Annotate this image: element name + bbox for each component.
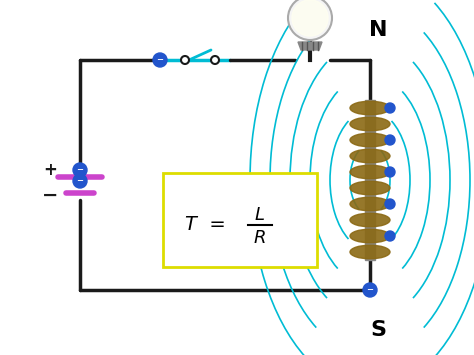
Text: S: S bbox=[370, 320, 386, 340]
Ellipse shape bbox=[350, 101, 390, 115]
Text: L: L bbox=[255, 206, 265, 224]
Circle shape bbox=[385, 231, 395, 241]
Circle shape bbox=[385, 135, 395, 145]
Ellipse shape bbox=[350, 197, 390, 211]
Circle shape bbox=[73, 174, 87, 188]
Text: R: R bbox=[254, 229, 266, 247]
FancyBboxPatch shape bbox=[163, 173, 317, 267]
Circle shape bbox=[385, 167, 395, 177]
Polygon shape bbox=[298, 42, 322, 50]
Text: −: − bbox=[76, 176, 83, 186]
Circle shape bbox=[385, 103, 395, 113]
Ellipse shape bbox=[350, 181, 390, 195]
Circle shape bbox=[385, 199, 395, 209]
Circle shape bbox=[292, 0, 328, 36]
Ellipse shape bbox=[350, 165, 390, 179]
Ellipse shape bbox=[350, 229, 390, 243]
Text: −: − bbox=[76, 165, 83, 175]
Text: N: N bbox=[369, 20, 387, 40]
Text: +: + bbox=[43, 161, 57, 179]
Circle shape bbox=[153, 53, 167, 67]
Ellipse shape bbox=[350, 149, 390, 163]
Circle shape bbox=[363, 283, 377, 297]
Text: T  =: T = bbox=[185, 215, 226, 235]
Circle shape bbox=[181, 56, 189, 64]
Text: −: − bbox=[366, 285, 374, 295]
Ellipse shape bbox=[350, 117, 390, 131]
Text: −: − bbox=[42, 186, 58, 204]
Text: −: − bbox=[156, 55, 164, 65]
Ellipse shape bbox=[350, 245, 390, 259]
Ellipse shape bbox=[350, 213, 390, 227]
Circle shape bbox=[211, 56, 219, 64]
Ellipse shape bbox=[350, 133, 390, 147]
Circle shape bbox=[73, 163, 87, 177]
Circle shape bbox=[288, 0, 332, 40]
Bar bbox=[365, 100, 375, 260]
